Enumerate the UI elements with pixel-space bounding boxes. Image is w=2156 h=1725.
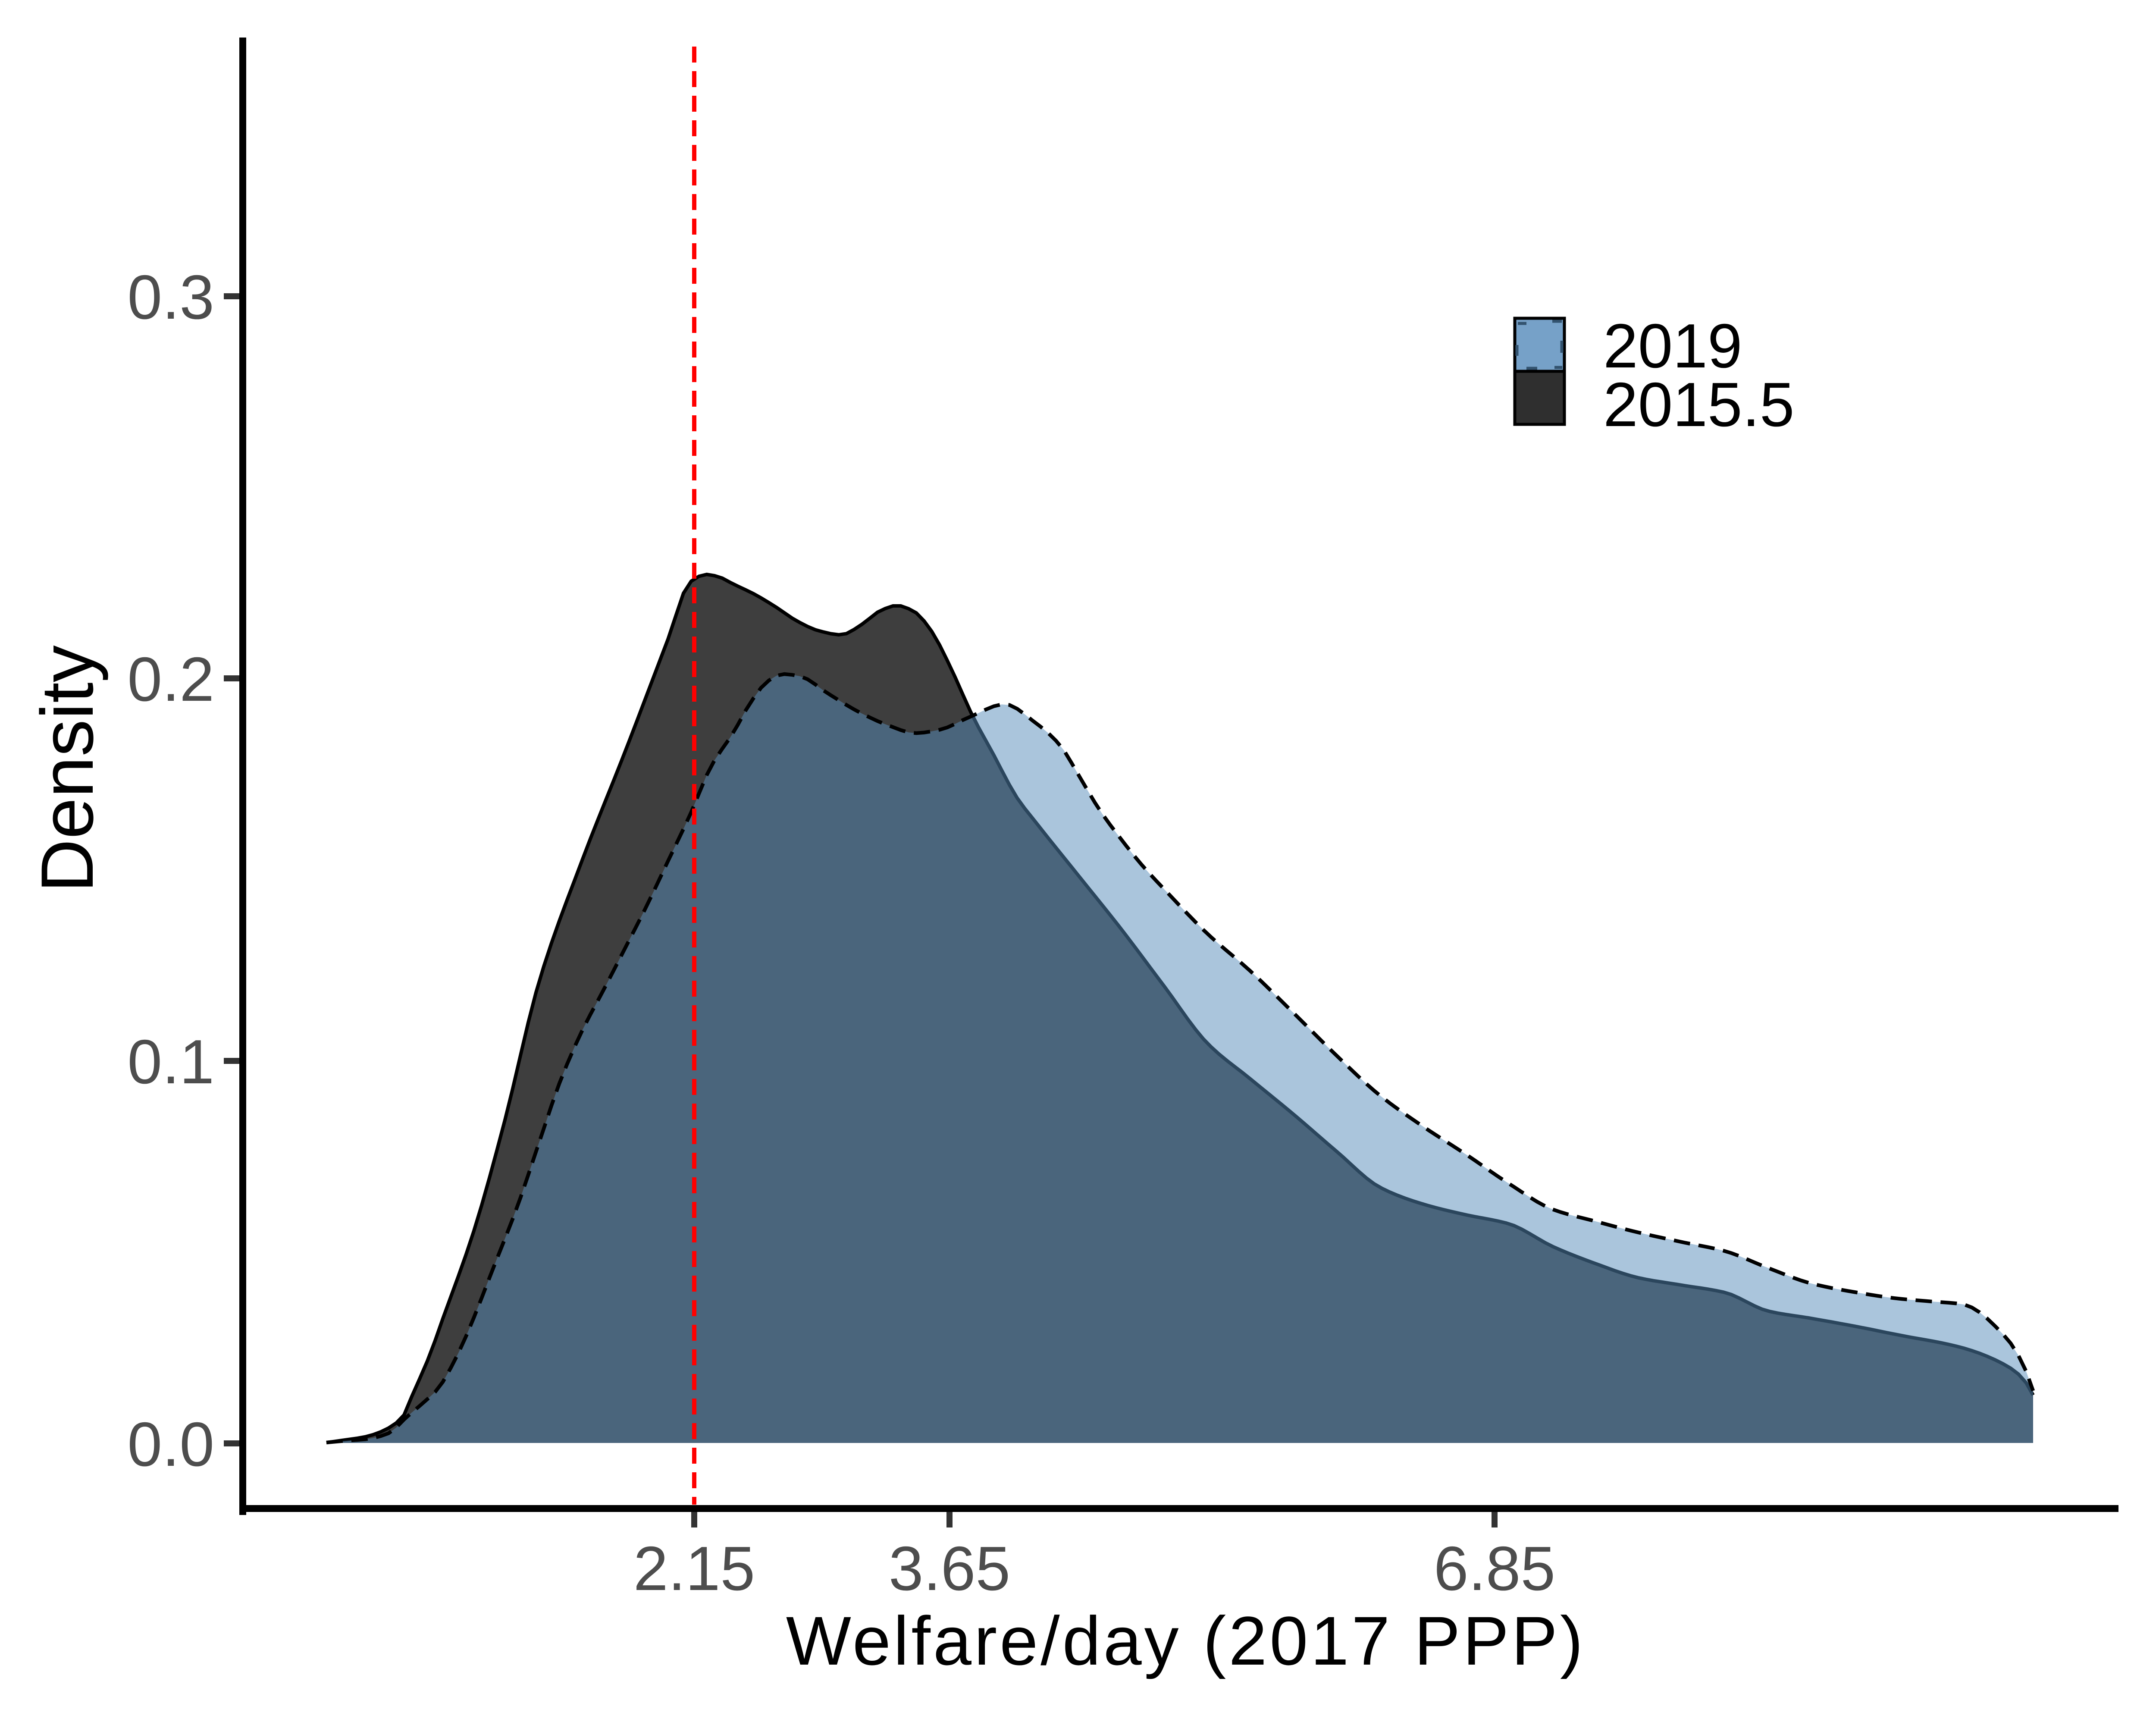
- svg-text:0.2: 0.2: [127, 644, 214, 714]
- svg-text:0.0: 0.0: [127, 1409, 214, 1479]
- svg-text:3.65: 3.65: [889, 1534, 1010, 1603]
- svg-text:0.1: 0.1: [127, 1027, 214, 1097]
- svg-text:2015.5: 2015.5: [1603, 370, 1795, 439]
- svg-text:Density: Density: [26, 645, 109, 893]
- svg-text:6.85: 6.85: [1434, 1534, 1555, 1603]
- svg-text:2.15: 2.15: [633, 1534, 755, 1603]
- svg-text:0.3: 0.3: [127, 262, 214, 332]
- svg-text:Welfare/day (2017 PPP): Welfare/day (2017 PPP): [786, 1602, 1586, 1679]
- svg-text:2019: 2019: [1603, 311, 1742, 381]
